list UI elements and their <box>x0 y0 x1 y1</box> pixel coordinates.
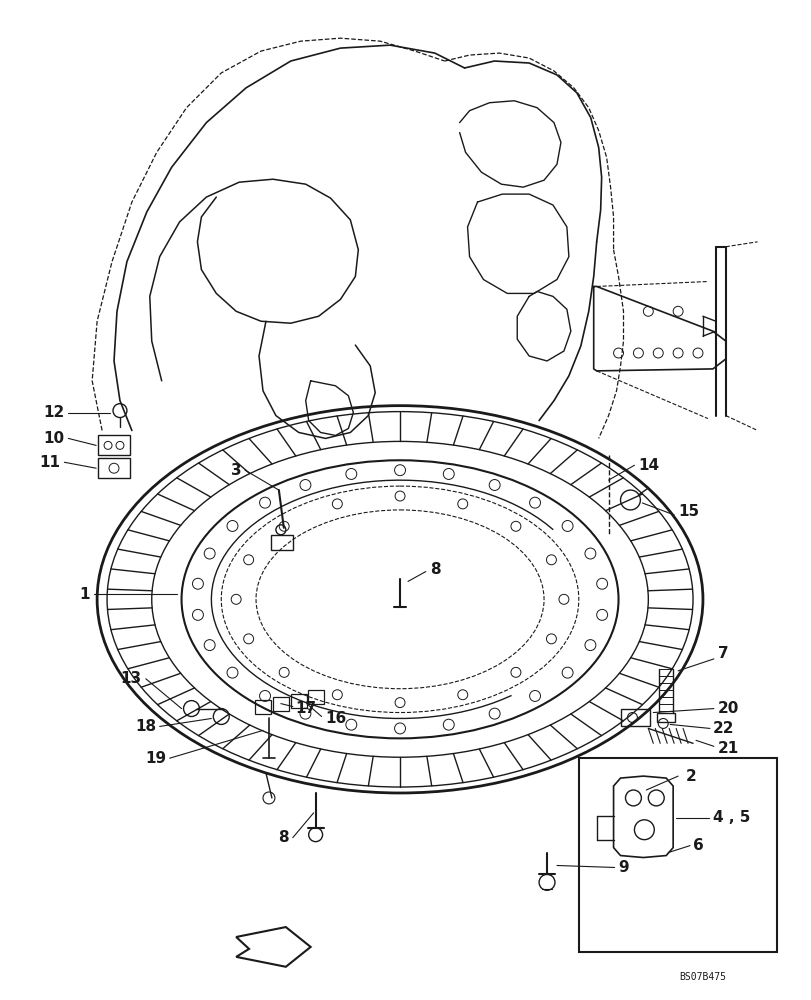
Text: 22: 22 <box>712 721 733 736</box>
Text: 17: 17 <box>295 701 316 716</box>
Text: 8: 8 <box>429 562 440 577</box>
Polygon shape <box>236 927 311 967</box>
Bar <box>307 690 323 704</box>
Text: BS07B475: BS07B475 <box>679 972 726 982</box>
Text: 14: 14 <box>637 458 659 473</box>
Bar <box>620 709 650 726</box>
Text: 8: 8 <box>278 830 289 845</box>
Text: 12: 12 <box>43 405 64 420</box>
Bar <box>98 458 130 478</box>
Text: 1: 1 <box>79 587 90 602</box>
Text: 9: 9 <box>618 860 629 875</box>
Polygon shape <box>613 776 672 858</box>
Text: 6: 6 <box>692 838 703 853</box>
Bar <box>255 700 271 714</box>
Text: 19: 19 <box>145 751 166 766</box>
Text: 3: 3 <box>230 463 241 478</box>
Text: 2: 2 <box>685 769 696 784</box>
Bar <box>290 694 307 708</box>
Text: 4 , 5: 4 , 5 <box>712 810 749 825</box>
Text: 21: 21 <box>717 741 738 756</box>
Bar <box>656 713 674 722</box>
Text: 18: 18 <box>135 719 157 734</box>
Text: 10: 10 <box>43 431 64 446</box>
Text: 13: 13 <box>121 671 142 686</box>
Text: 16: 16 <box>325 711 346 726</box>
Bar <box>271 535 293 550</box>
Text: 20: 20 <box>717 701 738 716</box>
Bar <box>98 435 130 455</box>
Text: 11: 11 <box>39 455 60 470</box>
Bar <box>272 697 289 711</box>
Text: 15: 15 <box>677 504 698 519</box>
Text: 7: 7 <box>717 646 727 661</box>
Bar <box>578 758 776 952</box>
